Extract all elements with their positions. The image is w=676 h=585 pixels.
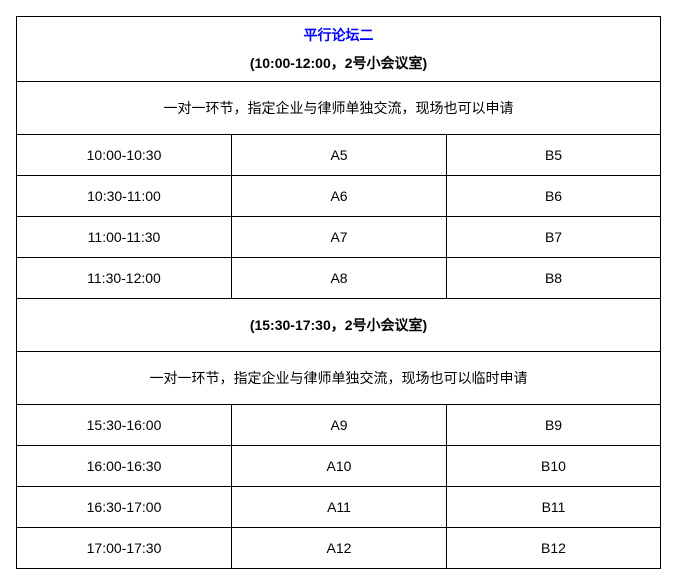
- schedule-table: 平行论坛二 (10:00-12:00，2号小会议室) 一对一环节，指定企业与律师…: [16, 16, 661, 569]
- forum-title: 平行论坛二: [17, 21, 660, 49]
- a-cell: A12: [232, 528, 447, 569]
- a-cell: A5: [232, 135, 447, 176]
- session2-desc: 一对一环节，指定企业与律师单独交流，现场也可以临时申请: [17, 352, 661, 405]
- b-cell: B5: [447, 135, 661, 176]
- table-row: 10:00-10:30 A5 B5: [17, 135, 661, 176]
- a-cell: A8: [232, 258, 447, 299]
- a-cell: A10: [232, 446, 447, 487]
- a-cell: A6: [232, 176, 447, 217]
- b-cell: B11: [447, 487, 661, 528]
- b-cell: B12: [447, 528, 661, 569]
- table-row: 10:30-11:00 A6 B6: [17, 176, 661, 217]
- a-cell: A11: [232, 487, 447, 528]
- b-cell: B8: [447, 258, 661, 299]
- time-cell: 17:00-17:30: [17, 528, 232, 569]
- table-row: 16:30-17:00 A11 B11: [17, 487, 661, 528]
- time-cell: 11:30-12:00: [17, 258, 232, 299]
- time-cell: 16:30-17:00: [17, 487, 232, 528]
- table-row: 11:30-12:00 A8 B8: [17, 258, 661, 299]
- a-cell: A9: [232, 405, 447, 446]
- time-cell: 10:00-10:30: [17, 135, 232, 176]
- session1-desc: 一对一环节，指定企业与律师单独交流，现场也可以申请: [17, 82, 661, 135]
- time-cell: 10:30-11:00: [17, 176, 232, 217]
- table-row: 16:00-16:30 A10 B10: [17, 446, 661, 487]
- table-row: 11:00-11:30 A7 B7: [17, 217, 661, 258]
- b-cell: B7: [447, 217, 661, 258]
- session1-header: (10:00-12:00，2号小会议室): [17, 49, 660, 77]
- b-cell: B9: [447, 405, 661, 446]
- a-cell: A7: [232, 217, 447, 258]
- session2-header: (15:30-17:30，2号小会议室): [17, 299, 661, 352]
- time-cell: 15:30-16:00: [17, 405, 232, 446]
- b-cell: B6: [447, 176, 661, 217]
- table-row: 15:30-16:00 A9 B9: [17, 405, 661, 446]
- time-cell: 16:00-16:30: [17, 446, 232, 487]
- time-cell: 11:00-11:30: [17, 217, 232, 258]
- table-row: 17:00-17:30 A12 B12: [17, 528, 661, 569]
- table-title-cell: 平行论坛二 (10:00-12:00，2号小会议室): [17, 17, 661, 82]
- b-cell: B10: [447, 446, 661, 487]
